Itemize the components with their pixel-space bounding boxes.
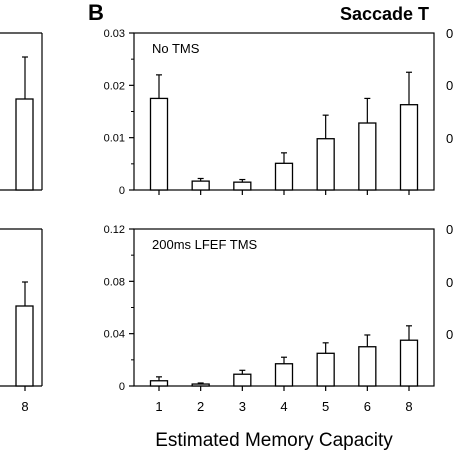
lfef-tms-bar-6 — [358, 346, 377, 387]
no-tms-bar-3 — [233, 181, 252, 191]
lfef-tms-bar-3 — [233, 373, 252, 387]
no-tms-bar-8 — [399, 104, 419, 191]
lfef-tms-ytick-label: 0.04 — [104, 329, 125, 341]
left-bottom-xtick-label: 8 — [21, 399, 28, 414]
no-tms-ytick-label: 0.02 — [104, 80, 125, 92]
no-tms-annotation: No TMS — [152, 41, 200, 56]
lfef-tms-xtick-label-5: 5 — [322, 399, 329, 414]
panel-label: B — [88, 0, 104, 25]
right-fragment-bottom-2: 0 — [446, 275, 453, 290]
no-tms-ytick-label: 0.03 — [104, 28, 125, 40]
right-partial-panel: 0 0 0 0 0 0 — [446, 26, 453, 342]
no-tms-bar-4 — [274, 162, 294, 191]
lfef-tms-xtick-label-2: 2 — [197, 399, 204, 414]
figure-header-fragment: Saccade T — [340, 4, 429, 24]
chart-no-tms: 0 0.01 0.02 0.03 No TMS — [104, 28, 435, 197]
no-tms-ytick-label: 0.01 — [104, 133, 125, 145]
lfef-tms-bar-5 — [316, 352, 335, 387]
lfef-tms-xtick-label-3: 3 — [239, 399, 246, 414]
lfef-tms-xtick-label-6: 6 — [364, 399, 371, 414]
no-tms-bar-2 — [191, 180, 210, 191]
lfef-tms-xtick-label-1: 1 — [155, 399, 162, 414]
no-tms-bar-1 — [149, 97, 169, 191]
no-tms-bar-5 — [316, 138, 335, 191]
chart-200ms-lfef-tms: 0 0.04 0.08 0.12 200ms LFEF TMS 1 2 3 4 5 6 8 — [104, 224, 435, 414]
lfef-tms-bar-1 — [149, 380, 169, 387]
no-tms-bar-6 — [358, 122, 377, 191]
left-top-bar — [15, 98, 34, 191]
lfef-tms-ytick-label: 0.08 — [104, 276, 125, 288]
lfef-tms-bar-8 — [399, 339, 419, 387]
right-fragment-top-1: 0 — [446, 26, 453, 41]
left-partial-panel: 8 — [0, 32, 43, 414]
lfef-tms-xtick-label-8: 8 — [405, 399, 412, 414]
left-bottom-bar — [15, 305, 34, 387]
lfef-tms-xtick-label-4: 4 — [280, 399, 287, 414]
right-fragment-bottom-1: 0 — [446, 222, 453, 237]
right-fragment-top-3: 0 — [446, 131, 453, 146]
lfef-tms-annotation: 200ms LFEF TMS — [152, 237, 258, 252]
lfef-tms-bar-2 — [191, 383, 210, 387]
right-fragment-top-2: 0 — [446, 78, 453, 93]
lfef-tms-ytick-label: 0 — [119, 381, 125, 393]
lfef-tms-ytick-label: 0.12 — [104, 224, 125, 236]
right-fragment-bottom-3: 0 — [446, 327, 453, 342]
x-axis-label: Estimated Memory Capacity — [155, 430, 393, 451]
lfef-tms-bar-4 — [274, 363, 294, 387]
no-tms-ytick-label: 0 — [119, 185, 125, 197]
